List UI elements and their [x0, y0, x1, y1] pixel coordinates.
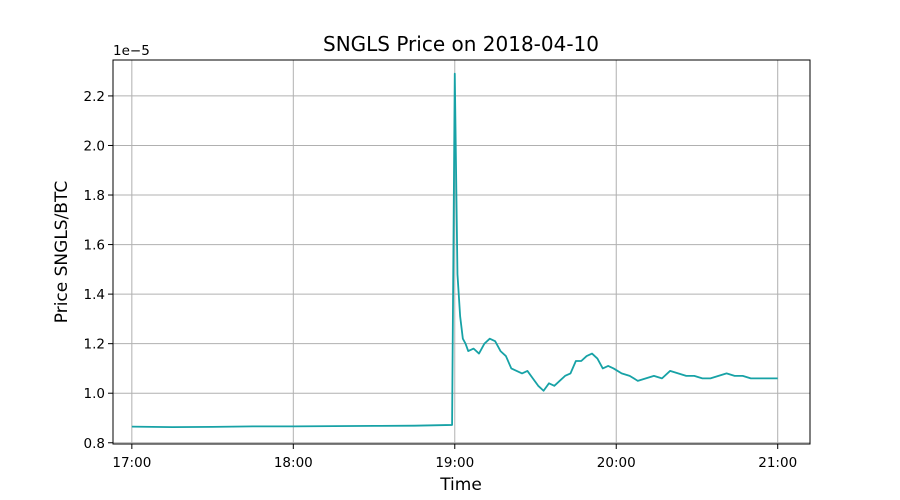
- y-axis-ticks: 0.8 1.0 1.2 1.4 1.6 1.8 2.0 2.2: [84, 89, 113, 452]
- x-axis-ticks: 17:00 18:00 19:00 20:00 21:00: [112, 444, 797, 471]
- y-axis-offset-label: 1e−5: [113, 43, 150, 59]
- x-axis-label: Time: [439, 475, 482, 495]
- y-tick-label: 2.0: [84, 138, 105, 154]
- y-tick-label: 1.6: [84, 238, 105, 254]
- plot-frame: [112, 59, 811, 445]
- y-axis-label: Price SNGLS/BTC: [52, 181, 72, 323]
- price-series-line: [131, 72, 778, 429]
- x-tick-label: 19:00: [435, 455, 474, 471]
- x-tick-label: 18:00: [274, 455, 313, 471]
- y-tick-label: 0.8: [84, 436, 105, 452]
- y-tick-label: 1.0: [84, 386, 105, 402]
- chart-title: SNGLS Price on 2018-04-10: [323, 32, 599, 56]
- y-tick-label: 2.2: [84, 89, 105, 105]
- y-tick-label: 1.4: [84, 287, 105, 303]
- y-tick-label: 1.2: [84, 337, 105, 353]
- x-tick-label: 21:00: [758, 455, 797, 471]
- y-tick-label: 1.8: [84, 188, 105, 204]
- x-tick-label: 17:00: [112, 455, 151, 471]
- x-tick-label: 20:00: [597, 455, 636, 471]
